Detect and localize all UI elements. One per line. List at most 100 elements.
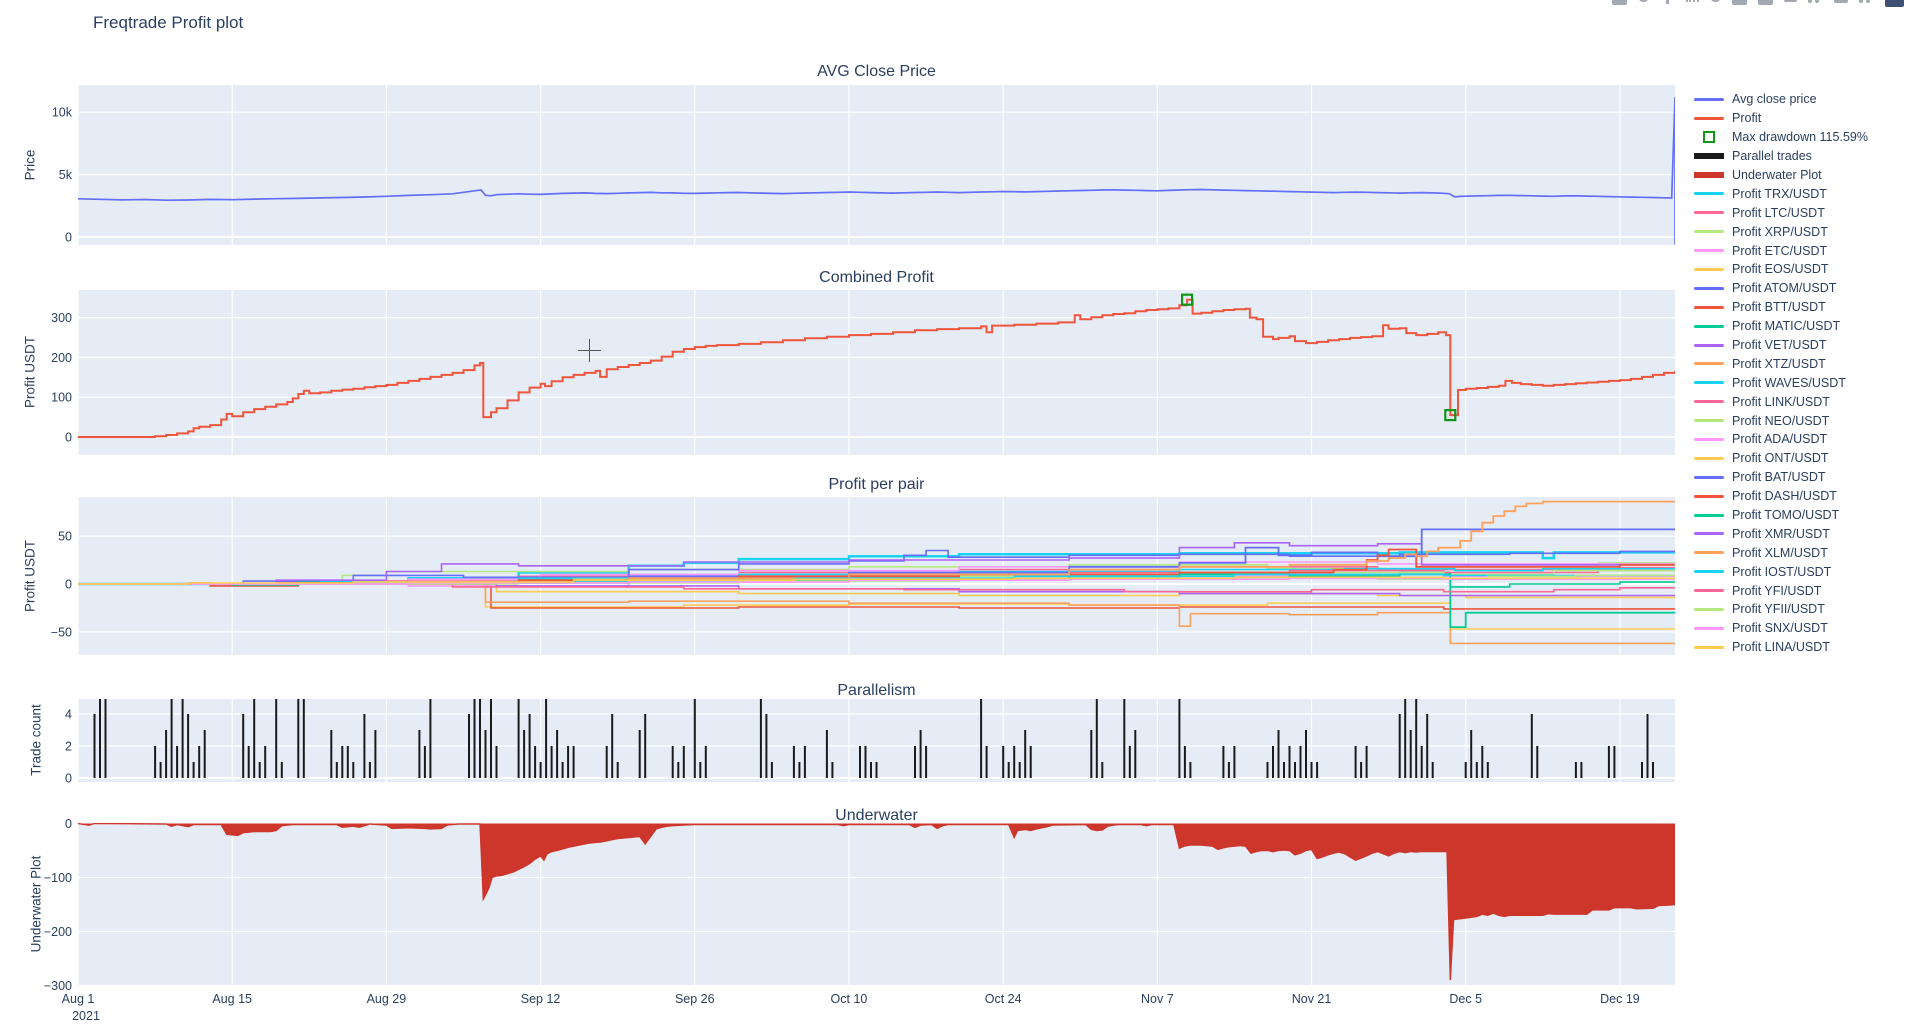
series-avg-close-price[interactable] xyxy=(78,97,1675,245)
parallelism-bar[interactable] xyxy=(423,746,426,778)
parallelism-bar[interactable] xyxy=(1470,730,1473,778)
parallelism-bar[interactable] xyxy=(93,714,96,778)
download-plot-camera-icon[interactable] xyxy=(1612,0,1627,5)
parallelism-bar[interactable] xyxy=(1475,762,1478,778)
parallelism-bar[interactable] xyxy=(1305,730,1307,778)
parallelism-bar[interactable] xyxy=(1002,746,1005,778)
parallelism-bar[interactable] xyxy=(523,730,526,778)
legend-item-profit-snx-usdt[interactable]: Profit SNX/USDT xyxy=(1694,619,1868,638)
parallelism-bar[interactable] xyxy=(247,746,250,778)
legend-item-profit-etc-usdt[interactable]: Profit ETC/USDT xyxy=(1694,241,1868,260)
parallelism-bar[interactable] xyxy=(545,698,548,778)
parallelism-bar[interactable] xyxy=(341,746,344,778)
parallelism-bar[interactable] xyxy=(1613,746,1616,778)
legend-item-profit-tomo-usdt[interactable]: Profit TOMO/USDT xyxy=(1694,506,1868,525)
parallelism-bar[interactable] xyxy=(1365,746,1368,778)
parallelism-bar[interactable] xyxy=(346,746,349,778)
parallelism-bar[interactable] xyxy=(644,714,647,778)
parallelism-bar[interactable] xyxy=(561,762,564,778)
parallelism-bar[interactable] xyxy=(1580,762,1583,778)
plotly-logo[interactable] xyxy=(1885,0,1904,7)
parallelism-bar[interactable] xyxy=(870,762,872,778)
legend-item-profit-yfi-usdt[interactable]: Profit YFI/USDT xyxy=(1694,581,1868,600)
parallelism-bar[interactable] xyxy=(985,746,988,778)
zoom-out-icon[interactable] xyxy=(1758,0,1773,5)
series-underwater-plot[interactable] xyxy=(78,823,1675,981)
series-profit-ont-usdt[interactable] xyxy=(78,583,1675,599)
parallelism-bar[interactable] xyxy=(473,698,476,778)
parallelism-bar[interactable] xyxy=(187,714,190,778)
parallelism-bar[interactable] xyxy=(1266,762,1269,778)
max-drawdown-marker[interactable] xyxy=(1444,409,1457,422)
parallelism-bar[interactable] xyxy=(798,762,801,778)
parallelism-bar[interactable] xyxy=(605,746,608,778)
parallelism-bar[interactable] xyxy=(567,746,570,778)
parallelism-bar[interactable] xyxy=(1222,746,1225,778)
parallelism-bar[interactable] xyxy=(1415,698,1418,778)
legend-item-profit-xlm-usdt[interactable]: Profit XLM/USDT xyxy=(1694,543,1868,562)
parallelism-bar[interactable] xyxy=(1277,730,1280,778)
legend-item-profit-xrp-usdt[interactable]: Profit XRP/USDT xyxy=(1694,222,1868,241)
series-profit-lina-usdt[interactable] xyxy=(78,576,1675,585)
parallelism-bar[interactable] xyxy=(1283,762,1285,778)
parallelism-bar[interactable] xyxy=(1013,746,1016,778)
parallelism-bar[interactable] xyxy=(682,746,685,778)
parallelism-bar[interactable] xyxy=(1007,762,1010,778)
parallelism-bar[interactable] xyxy=(203,730,206,778)
parallelism-bar[interactable] xyxy=(154,746,157,778)
parallelism-bar[interactable] xyxy=(1431,762,1434,778)
parallelism-bar[interactable] xyxy=(517,698,520,778)
legend-item-underwater-plot[interactable]: Underwater Plot xyxy=(1694,166,1868,185)
legend-item-profit-btt-usdt[interactable]: Profit BTT/USDT xyxy=(1694,298,1868,317)
parallelism-bar[interactable] xyxy=(1090,730,1093,778)
parallelism-bar[interactable] xyxy=(258,762,261,778)
parallelism-bar[interactable] xyxy=(330,730,333,778)
parallelism-bar[interactable] xyxy=(374,730,377,778)
parallelism-bar[interactable] xyxy=(1354,746,1357,778)
parallelism-bar[interactable] xyxy=(170,698,173,778)
legend-item-profit-xtz-usdt[interactable]: Profit XTZ/USDT xyxy=(1694,354,1868,373)
parallelism-bar[interactable] xyxy=(556,730,559,778)
parallelism-bar[interactable] xyxy=(363,714,366,778)
parallelism-bar[interactable] xyxy=(468,714,470,778)
pan-icon[interactable] xyxy=(1660,0,1675,5)
parallelism-bar[interactable] xyxy=(1464,762,1467,778)
parallelism-bar[interactable] xyxy=(693,698,696,778)
parallelism-bar[interactable] xyxy=(192,762,195,778)
parallelism-bar[interactable] xyxy=(980,698,983,778)
legend-item-profit-waves-usdt[interactable]: Profit WAVES/USDT xyxy=(1694,373,1868,392)
parallelism-bar[interactable] xyxy=(1029,746,1032,778)
legend-item-max-drawdown-115-59-[interactable]: Max drawdown 115.59% xyxy=(1694,128,1868,147)
parallelism-bar[interactable] xyxy=(875,762,878,778)
legend-item-profit-xmr-usdt[interactable]: Profit XMR/USDT xyxy=(1694,524,1868,543)
parallelism-bar[interactable] xyxy=(528,714,531,778)
parallelism-bar[interactable] xyxy=(1316,762,1319,778)
max-drawdown-marker[interactable] xyxy=(1180,293,1194,306)
parallelism-bar[interactable] xyxy=(418,730,421,778)
parallelism-bar[interactable] xyxy=(792,746,795,778)
parallelism-bar[interactable] xyxy=(638,730,641,778)
parallelism-bar[interactable] xyxy=(99,698,101,778)
parallelism-bar[interactable] xyxy=(165,730,168,778)
parallelism-bar[interactable] xyxy=(352,762,355,778)
parallelism-bar[interactable] xyxy=(677,762,680,778)
parallelism-bar[interactable] xyxy=(1134,730,1137,778)
parallelism-bar[interactable] xyxy=(484,730,487,778)
parallelism-bar[interactable] xyxy=(1294,762,1296,778)
parallelism-bar[interactable] xyxy=(704,746,707,778)
legend-item-profit-atom-usdt[interactable]: Profit ATOM/USDT xyxy=(1694,279,1868,298)
parallelism-bar[interactable] xyxy=(181,698,184,778)
subplot-avg-close-price-plot-area[interactable] xyxy=(78,85,1675,245)
zoom-in-icon[interactable] xyxy=(1732,0,1747,5)
reset-axes-icon[interactable] xyxy=(1808,0,1823,5)
series-profit-vet-usdt[interactable] xyxy=(78,542,1675,585)
parallelism-bar[interactable] xyxy=(479,698,481,778)
parallelism-bar[interactable] xyxy=(1288,746,1291,778)
parallelism-bar[interactable] xyxy=(198,746,201,778)
parallelism-bar[interactable] xyxy=(1233,746,1236,778)
parallelism-bar[interactable] xyxy=(831,762,834,778)
parallelism-bar[interactable] xyxy=(176,746,179,778)
parallelism-bar[interactable] xyxy=(671,746,674,778)
parallelism-bar[interactable] xyxy=(1607,746,1610,778)
